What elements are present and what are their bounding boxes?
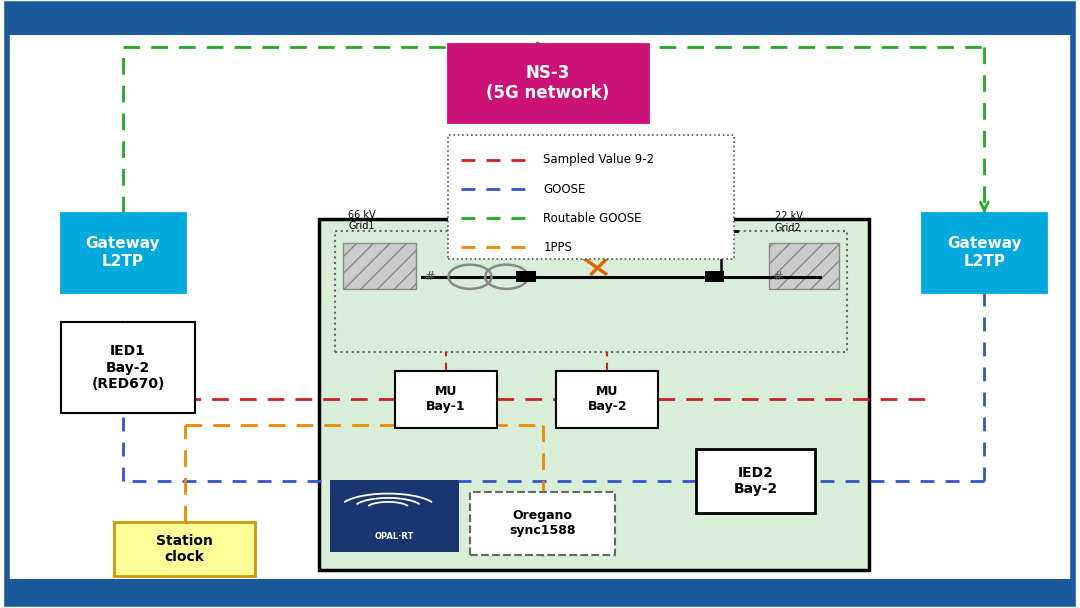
FancyBboxPatch shape — [342, 243, 416, 289]
FancyBboxPatch shape — [470, 492, 616, 555]
FancyBboxPatch shape — [60, 322, 195, 413]
Text: Gateway
L2TP: Gateway L2TP — [85, 237, 160, 269]
Text: Sampled Value 9-2: Sampled Value 9-2 — [543, 153, 654, 167]
FancyBboxPatch shape — [394, 370, 497, 428]
FancyBboxPatch shape — [6, 4, 1074, 35]
Text: MU
Bay-2: MU Bay-2 — [588, 385, 627, 413]
FancyBboxPatch shape — [448, 134, 734, 258]
FancyBboxPatch shape — [448, 44, 648, 122]
Text: Oregano
sync1588: Oregano sync1588 — [510, 510, 576, 537]
Text: Station
clock: Station clock — [157, 534, 213, 564]
FancyBboxPatch shape — [922, 213, 1047, 292]
FancyBboxPatch shape — [556, 370, 659, 428]
FancyBboxPatch shape — [705, 271, 725, 282]
FancyBboxPatch shape — [114, 522, 255, 576]
FancyBboxPatch shape — [6, 4, 1074, 604]
Text: #: # — [772, 271, 782, 283]
Text: 66 kV
Grid1: 66 kV Grid1 — [348, 210, 376, 231]
FancyBboxPatch shape — [320, 219, 868, 570]
FancyBboxPatch shape — [6, 579, 1074, 604]
Text: load: load — [711, 203, 731, 213]
Text: GOOSE: GOOSE — [543, 182, 585, 196]
FancyBboxPatch shape — [60, 213, 185, 292]
Text: NS-3
(5G network): NS-3 (5G network) — [486, 64, 610, 103]
Text: Routable GOOSE: Routable GOOSE — [543, 212, 642, 224]
FancyBboxPatch shape — [330, 480, 459, 552]
Text: 1PPS: 1PPS — [543, 241, 572, 254]
Text: #: # — [423, 271, 434, 283]
Text: 22 kV
Grid2: 22 kV Grid2 — [774, 212, 802, 233]
Text: MU
Bay-1: MU Bay-1 — [426, 385, 465, 413]
FancyBboxPatch shape — [769, 243, 839, 289]
Text: IED1
Bay-2
(RED670): IED1 Bay-2 (RED670) — [92, 344, 164, 391]
Text: OPAL·RT: OPAL·RT — [375, 531, 415, 541]
Text: Gateway
L2TP: Gateway L2TP — [947, 237, 1022, 269]
FancyBboxPatch shape — [697, 449, 814, 513]
FancyBboxPatch shape — [516, 271, 536, 282]
Text: IED2
Bay-2: IED2 Bay-2 — [733, 466, 778, 496]
